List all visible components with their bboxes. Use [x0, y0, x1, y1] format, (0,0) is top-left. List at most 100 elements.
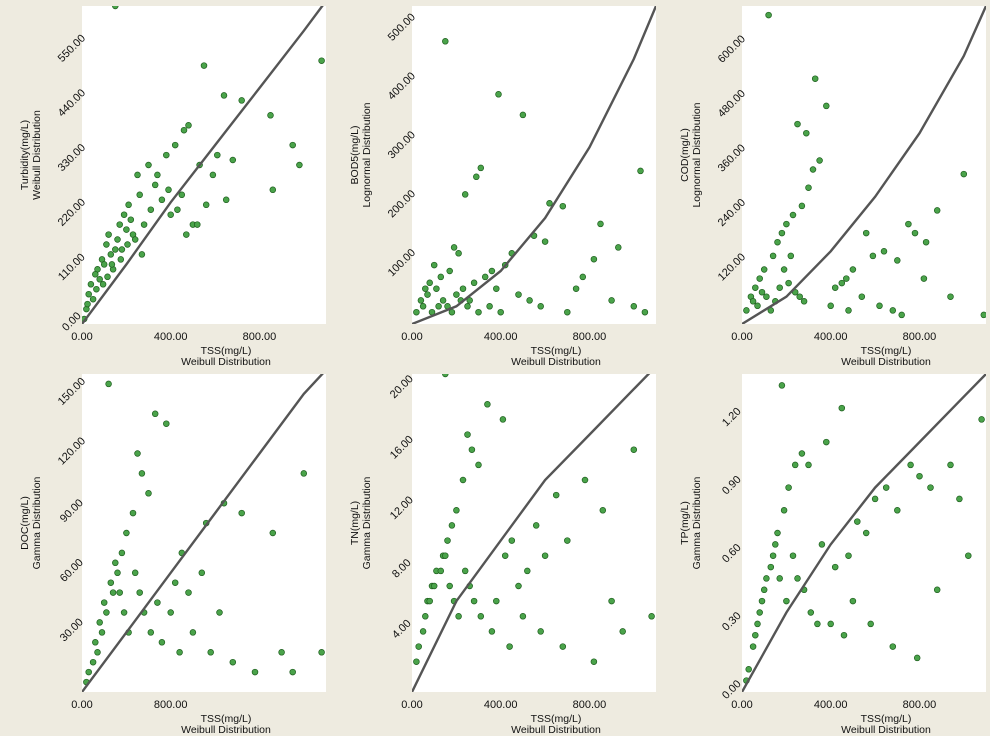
x-axis-distribution: Weibull Distribution — [181, 724, 271, 736]
x-tick-label: 0.00 — [71, 331, 92, 343]
data-point — [564, 537, 571, 544]
x-tick-label: 800.00 — [903, 699, 937, 711]
data-point — [118, 549, 126, 557]
data-point — [174, 206, 181, 213]
data-point — [787, 252, 795, 260]
data-point — [89, 658, 97, 666]
data-point — [442, 374, 449, 378]
fit-curve — [412, 6, 656, 324]
data-point — [898, 311, 905, 319]
data-point — [508, 537, 516, 544]
y-axis-distribution: Lognormal Distribution — [361, 102, 373, 207]
data-point — [214, 151, 221, 159]
data-point — [630, 303, 638, 310]
data-point — [778, 229, 786, 237]
data-point — [980, 311, 986, 319]
data-point — [424, 291, 431, 298]
data-point — [453, 291, 460, 298]
data-point — [107, 579, 115, 586]
data-point — [760, 266, 768, 273]
data-point — [871, 495, 879, 503]
data-point — [745, 666, 752, 673]
data-point — [99, 281, 107, 288]
data-point — [176, 649, 183, 656]
data-point — [145, 161, 152, 169]
data-point — [220, 92, 228, 99]
data-point — [907, 461, 914, 469]
data-point — [758, 597, 766, 605]
data-point — [125, 201, 132, 209]
data-point — [163, 420, 170, 427]
data-point — [138, 251, 146, 258]
data-point — [464, 431, 471, 438]
data-point — [209, 171, 217, 179]
data-point — [167, 211, 174, 218]
data-point — [572, 285, 580, 292]
plot-area — [742, 6, 986, 324]
data-point — [238, 509, 245, 517]
x-axis-label: TSS(mg/L) — [531, 345, 582, 357]
data-point — [754, 620, 761, 628]
scatter-panel-3: 0.00 400.00 800.00120.00240.00360.00480.00… — [660, 0, 990, 368]
data-point — [207, 649, 214, 656]
data-point — [519, 613, 527, 620]
fit-curve — [742, 6, 986, 324]
data-point — [171, 579, 179, 586]
x-tick-label: 0.00 — [401, 699, 422, 711]
data-point — [154, 599, 161, 606]
data-point — [129, 509, 137, 517]
data-point — [200, 62, 208, 69]
data-point — [772, 541, 779, 548]
data-point — [499, 416, 507, 423]
data-point — [151, 181, 159, 189]
x-axis-label: TSS(mg/L) — [201, 713, 252, 725]
data-point — [537, 303, 544, 310]
data-point — [189, 629, 197, 636]
data-point — [442, 38, 449, 45]
data-point — [450, 244, 458, 251]
data-point — [789, 211, 797, 219]
data-point — [430, 261, 438, 269]
data-point — [752, 284, 759, 291]
data-point — [147, 206, 155, 213]
data-point — [956, 495, 963, 503]
data-point — [446, 582, 453, 590]
data-point — [758, 288, 766, 296]
data-point — [552, 491, 560, 499]
data-point — [519, 111, 527, 119]
data-point — [849, 266, 857, 273]
data-point — [107, 251, 115, 258]
data-point — [831, 563, 839, 571]
data-point — [145, 490, 152, 497]
data-point — [435, 303, 442, 310]
x-tick-label: 800.00 — [154, 699, 188, 711]
data-point — [889, 307, 897, 314]
data-point — [641, 308, 649, 316]
x-tick-label: 0.00 — [401, 331, 422, 343]
data-point — [862, 529, 870, 537]
x-tick-label: 400.00 — [814, 699, 848, 711]
x-axis-label: TSS(mg/L) — [861, 713, 912, 725]
x-axis-label: TSS(mg/L) — [201, 345, 252, 357]
data-point — [470, 279, 478, 287]
data-point — [171, 141, 179, 149]
data-point — [495, 91, 502, 98]
data-point — [769, 252, 777, 260]
data-point — [541, 552, 549, 559]
data-point — [437, 273, 445, 281]
data-point — [827, 620, 834, 628]
data-point — [296, 161, 303, 169]
data-point — [780, 266, 788, 273]
data-point — [763, 293, 770, 300]
data-point — [464, 303, 471, 310]
data-point — [131, 236, 139, 243]
data-point — [300, 470, 308, 477]
x-tick-label: 400.00 — [154, 331, 188, 343]
data-point — [430, 582, 438, 590]
data-point — [648, 613, 655, 620]
data-point — [811, 75, 819, 82]
data-point — [769, 552, 777, 559]
data-point — [597, 220, 604, 228]
data-point — [112, 559, 119, 567]
data-point — [481, 273, 489, 281]
